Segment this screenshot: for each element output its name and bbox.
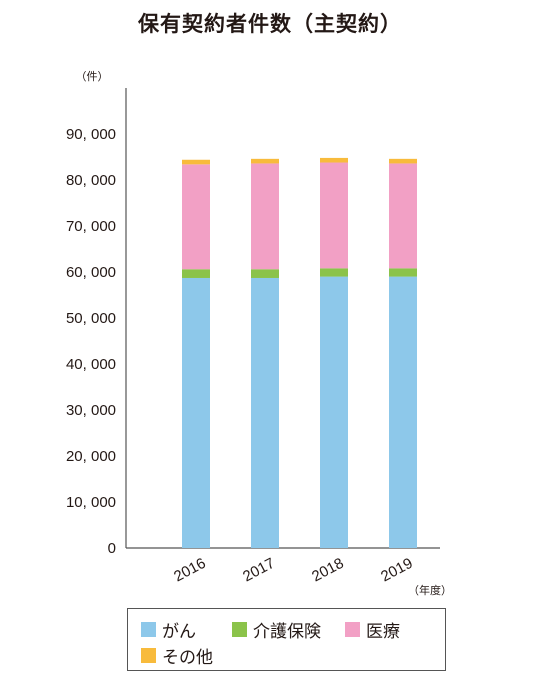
y-tick-label: 50, 000 xyxy=(66,310,116,327)
chart-axes xyxy=(125,88,440,549)
y-tick-label: 90, 000 xyxy=(66,126,116,143)
bar-segment-2016-2 xyxy=(182,164,210,270)
y-unit-label: （件） xyxy=(76,70,109,83)
chart-labels: （件） 0 10, 000 20, 000 30, 000 40, 000 50, 000 6… xyxy=(66,70,452,597)
bar-segment-2019-2 xyxy=(389,163,417,269)
x-tick-label: 2016 xyxy=(171,555,208,586)
legend-item: その他 xyxy=(141,643,213,668)
y-tick-label: 20, 000 xyxy=(66,448,116,465)
bar-segment-2016-1 xyxy=(182,269,210,278)
legend-item: 介護保険 xyxy=(232,617,321,642)
bar-segment-2018-3 xyxy=(320,157,348,163)
x-tick-label: 2019 xyxy=(378,555,415,586)
chart-title: 保有契約者件数（主契約） xyxy=(138,12,402,36)
bar-segment-2018-0 xyxy=(320,276,348,548)
x-tick-label: 2017 xyxy=(240,555,277,586)
x-tick-label: 2018 xyxy=(309,555,346,586)
legend-label: その他 xyxy=(162,648,213,668)
y-tick-label: 60, 000 xyxy=(66,264,116,281)
bar-segment-2016-3 xyxy=(182,159,210,165)
legend-swatch xyxy=(141,648,156,663)
bar-segment-2017-1 xyxy=(251,269,279,278)
bar-segment-2017-3 xyxy=(251,158,279,164)
stacked-bar-chart: （件） 0 10, 000 20, 000 30, 000 40, 000 50, 000 6… xyxy=(66,70,452,597)
legend-item: 医療 xyxy=(345,617,400,642)
legend-item: がん xyxy=(141,617,196,642)
legend-swatch xyxy=(345,622,360,637)
bar-segment-2019-3 xyxy=(389,158,417,164)
y-tick-label: 0 xyxy=(108,540,116,557)
legend-swatch xyxy=(141,622,156,637)
chart-legend: がん 介護保険 医療その他 xyxy=(127,608,446,671)
chart-bars xyxy=(182,157,417,548)
y-tick-label: 70, 000 xyxy=(66,218,116,235)
legend-label: 医療 xyxy=(366,622,400,642)
bar-segment-2017-2 xyxy=(251,163,279,270)
bar-segment-2018-2 xyxy=(320,162,348,269)
y-tick-label: 10, 000 xyxy=(66,494,116,511)
legend-label: がん xyxy=(162,622,196,642)
bar-segment-2019-1 xyxy=(389,268,417,277)
bar-segment-2018-1 xyxy=(320,268,348,277)
bar-segment-2019-0 xyxy=(389,276,417,548)
x-unit-label: （年度） xyxy=(408,583,452,597)
y-tick-label: 80, 000 xyxy=(66,172,116,189)
y-tick-label: 40, 000 xyxy=(66,356,116,373)
bar-segment-2017-0 xyxy=(251,277,279,548)
bar-segment-2016-0 xyxy=(182,277,210,548)
y-tick-label: 30, 000 xyxy=(66,402,116,419)
legend-label: 介護保険 xyxy=(253,622,321,642)
legend-swatch xyxy=(232,622,247,637)
